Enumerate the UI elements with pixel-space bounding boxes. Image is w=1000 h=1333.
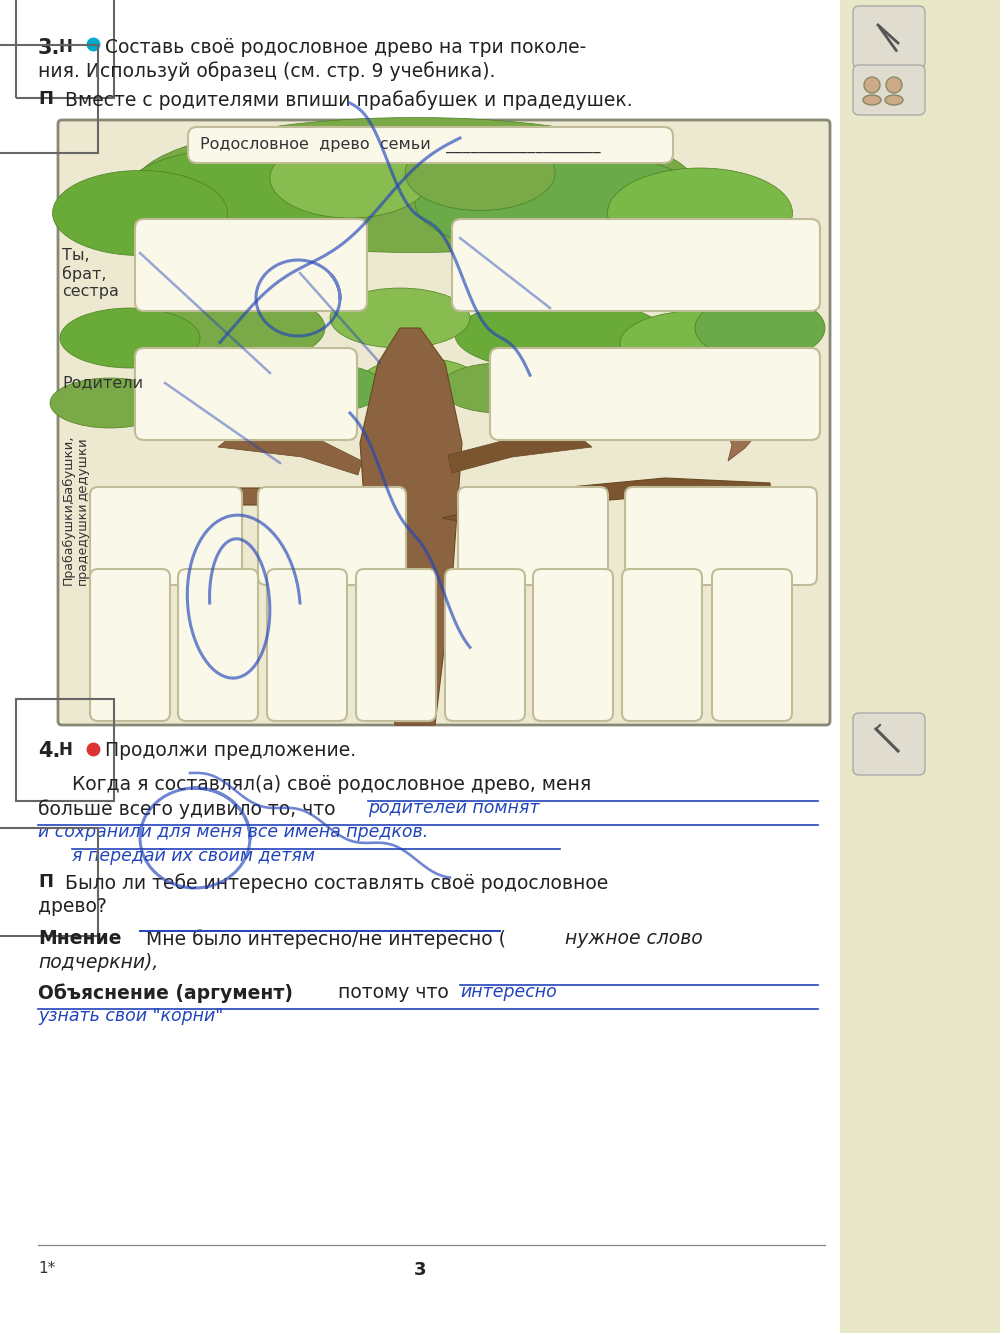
Text: 3.: 3.	[38, 39, 60, 59]
Text: Ты,: Ты,	[62, 248, 90, 263]
Ellipse shape	[620, 311, 780, 376]
Text: узнать свои "корни": узнать свои "корни"	[38, 1006, 223, 1025]
Ellipse shape	[360, 359, 480, 408]
FancyBboxPatch shape	[135, 219, 367, 311]
FancyBboxPatch shape	[625, 487, 817, 585]
FancyBboxPatch shape	[458, 487, 608, 585]
Text: 3: 3	[414, 1261, 426, 1278]
Ellipse shape	[52, 171, 228, 256]
Ellipse shape	[50, 379, 170, 428]
Polygon shape	[165, 488, 382, 528]
Ellipse shape	[60, 308, 200, 368]
Text: потому что: потому что	[332, 982, 449, 1002]
FancyBboxPatch shape	[356, 569, 436, 721]
Ellipse shape	[695, 296, 825, 360]
Polygon shape	[448, 431, 592, 473]
FancyBboxPatch shape	[267, 569, 347, 721]
Polygon shape	[442, 479, 772, 525]
Text: 1*: 1*	[38, 1261, 55, 1276]
FancyBboxPatch shape	[178, 569, 258, 721]
Text: сестра: сестра	[62, 284, 119, 299]
FancyBboxPatch shape	[490, 348, 820, 440]
FancyBboxPatch shape	[452, 219, 820, 311]
FancyBboxPatch shape	[622, 569, 702, 721]
Polygon shape	[218, 431, 362, 475]
Ellipse shape	[255, 363, 385, 413]
Text: Родители: Родители	[62, 375, 143, 391]
FancyBboxPatch shape	[445, 569, 525, 721]
Circle shape	[886, 77, 902, 93]
Text: дедушки: дедушки	[76, 437, 89, 501]
FancyBboxPatch shape	[135, 348, 357, 440]
FancyBboxPatch shape	[90, 487, 242, 585]
Text: и сохранили для меня все имена предков.: и сохранили для меня все имена предков.	[38, 822, 428, 841]
Bar	[840, 0, 1000, 1333]
Text: Н: Н	[58, 741, 72, 758]
Polygon shape	[360, 328, 462, 725]
Text: брат,: брат,	[62, 267, 106, 283]
Ellipse shape	[660, 377, 800, 429]
Text: 4.: 4.	[38, 741, 60, 761]
Text: П: П	[38, 873, 53, 890]
Ellipse shape	[608, 168, 792, 259]
Text: Объяснение (аргумент): Объяснение (аргумент)	[38, 982, 293, 1002]
Ellipse shape	[530, 365, 690, 420]
Text: подчеркни),: подчеркни),	[38, 953, 158, 972]
Ellipse shape	[125, 365, 275, 420]
FancyBboxPatch shape	[188, 127, 673, 163]
Text: ния. Используй образец (см. стр. 9 учебника).: ния. Используй образец (см. стр. 9 учебн…	[38, 61, 495, 81]
Ellipse shape	[270, 139, 430, 219]
Ellipse shape	[405, 136, 555, 211]
Text: Мнение: Мнение	[38, 929, 122, 948]
Ellipse shape	[440, 363, 560, 413]
Text: Бабушки,: Бабушки,	[62, 435, 75, 501]
Text: Прабабушки,: Прабабушки,	[62, 499, 75, 585]
Text: нужное слово: нужное слово	[565, 929, 703, 948]
Text: больше всего удивило то, что: больше всего удивило то, что	[38, 798, 336, 818]
Ellipse shape	[135, 291, 325, 365]
Text: интересно: интересно	[460, 982, 557, 1001]
FancyBboxPatch shape	[712, 569, 792, 721]
Text: Когда я составлял(а) своё родословное древо, меня: Когда я составлял(а) своё родословное др…	[72, 774, 591, 794]
Polygon shape	[728, 413, 758, 461]
FancyBboxPatch shape	[853, 7, 925, 68]
Ellipse shape	[330, 288, 470, 348]
Text: прадедушки: прадедушки	[76, 501, 89, 585]
FancyBboxPatch shape	[90, 569, 170, 721]
Text: Н: Н	[58, 39, 72, 56]
FancyBboxPatch shape	[533, 569, 613, 721]
Ellipse shape	[455, 299, 665, 371]
Text: родителей помнят: родителей помнят	[368, 798, 540, 817]
FancyBboxPatch shape	[58, 120, 830, 725]
Ellipse shape	[885, 95, 903, 105]
Text: Мне было интересно/не интересно (: Мне было интересно/не интересно (	[140, 929, 506, 949]
Text: древо?: древо?	[38, 897, 107, 916]
FancyBboxPatch shape	[258, 487, 406, 585]
Text: П: П	[38, 91, 53, 108]
Text: Родословное  древо  семьи   ___________________: Родословное древо семьи ________________…	[200, 137, 600, 153]
Text: Было ли тебе интересно составлять своё родословное: Было ли тебе интересно составлять своё р…	[65, 873, 608, 893]
Ellipse shape	[135, 117, 695, 252]
Ellipse shape	[415, 151, 705, 256]
FancyBboxPatch shape	[853, 65, 925, 115]
Circle shape	[864, 77, 880, 93]
Ellipse shape	[120, 148, 360, 248]
Text: Вместе с родителями впиши прабабушек и прадедушек.: Вместе с родителями впиши прабабушек и п…	[65, 91, 633, 109]
Text: я передай их своим детям: я передай их своим детям	[72, 846, 315, 865]
Text: Составь своё родословное древо на три поколе-: Составь своё родословное древо на три по…	[105, 39, 586, 57]
Ellipse shape	[863, 95, 881, 105]
FancyBboxPatch shape	[853, 713, 925, 774]
Text: Продолжи предложение.: Продолжи предложение.	[105, 741, 356, 760]
